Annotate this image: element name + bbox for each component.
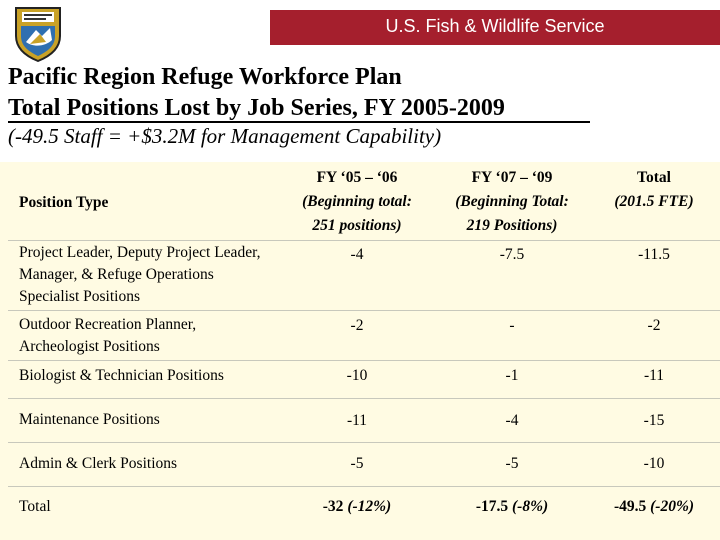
row5-fy05-06: -5 bbox=[350, 455, 364, 472]
page-title: Pacific Region Refuge Workforce Plan Tot… bbox=[8, 62, 505, 124]
row-separator bbox=[8, 442, 720, 443]
agency-name: U.S. Fish & Wildlife Service bbox=[385, 16, 605, 36]
row5-fy07-09: -5 bbox=[505, 455, 519, 472]
total-fy07-09-value: -17.5 bbox=[475, 498, 509, 515]
total-fy05-06: -32 (-12%) bbox=[283, 496, 431, 518]
row-separator bbox=[8, 360, 720, 361]
row3-fy07-09: -1 bbox=[505, 367, 519, 384]
row2-total: -2 bbox=[647, 317, 661, 334]
row1-total: -11.5 bbox=[638, 246, 670, 263]
col3-line2: (201.5 FTE) bbox=[614, 193, 694, 210]
row-separator bbox=[8, 486, 720, 487]
total-total-percent: (-20%) bbox=[650, 498, 695, 515]
col2-line1: FY ‘07 – ‘09 bbox=[471, 169, 553, 186]
col1-line1: FY ‘05 – ‘06 bbox=[316, 169, 398, 186]
row2-fy05-06: -2 bbox=[350, 317, 364, 334]
row-label-maintenance: Maintenance Positions bbox=[19, 411, 160, 428]
agency-banner: U.S. Fish & Wildlife Service bbox=[270, 10, 720, 45]
row4-fy05-06: -11 bbox=[346, 412, 368, 429]
row-label-admin-clerk: Admin & Clerk Positions bbox=[19, 455, 178, 472]
column-header-total: Total (201.5 FTE) bbox=[588, 166, 720, 214]
positions-table bbox=[0, 162, 720, 540]
row2-fy07-09: - bbox=[509, 317, 515, 334]
row-label-project-leader: Project Leader, Deputy Project Leader, M… bbox=[19, 244, 261, 305]
row-separator bbox=[8, 398, 720, 399]
title-line-2: Total Positions Lost by Job Series, FY 2… bbox=[8, 95, 505, 121]
column-header-position-type: Position Type bbox=[19, 194, 109, 211]
col1-line3: 251 positions) bbox=[312, 217, 402, 234]
usfws-logo bbox=[12, 6, 64, 63]
row4-total: -15 bbox=[643, 412, 665, 429]
total-total: -49.5 (-20%) bbox=[588, 496, 720, 518]
row1-fy07-09: -7.5 bbox=[499, 246, 525, 263]
row-separator bbox=[8, 310, 720, 311]
total-fy07-09-percent: (-8%) bbox=[512, 498, 549, 515]
col2-line2: (Beginning Total: bbox=[455, 193, 569, 210]
col2-line3: 219 Positions) bbox=[466, 217, 558, 234]
row5-total: -10 bbox=[643, 455, 665, 472]
column-header-fy07-09: FY ‘07 – ‘09 (Beginning Total: 219 Posit… bbox=[436, 166, 588, 238]
row3-total: -11 bbox=[643, 367, 665, 384]
col1-line2: (Beginning total: bbox=[302, 193, 412, 210]
total-fy05-06-percent: (-12%) bbox=[347, 498, 392, 515]
row-label-outdoor-recreation: Outdoor Recreation Planner, Archeologist… bbox=[19, 316, 197, 355]
total-fy07-09: -17.5 (-8%) bbox=[436, 496, 588, 518]
total-total-value: -49.5 bbox=[613, 498, 647, 515]
row-label-total: Total bbox=[19, 498, 51, 515]
row3-fy05-06: -10 bbox=[346, 367, 368, 384]
row4-fy07-09: -4 bbox=[505, 412, 519, 429]
row-separator bbox=[8, 240, 720, 241]
row1-fy05-06: -4 bbox=[350, 246, 364, 263]
page-subtitle: (-49.5 Staff = +$3.2M for Management Cap… bbox=[8, 124, 442, 148]
title-underline bbox=[8, 121, 590, 123]
column-header-fy05-06: FY ‘05 – ‘06 (Beginning total: 251 posit… bbox=[283, 166, 431, 238]
col3-line1: Total bbox=[637, 169, 671, 186]
title-line-1: Pacific Region Refuge Workforce Plan bbox=[8, 64, 402, 90]
total-fy05-06-value: -32 bbox=[322, 498, 344, 515]
row-label-biologist: Biologist & Technician Positions bbox=[19, 367, 224, 384]
